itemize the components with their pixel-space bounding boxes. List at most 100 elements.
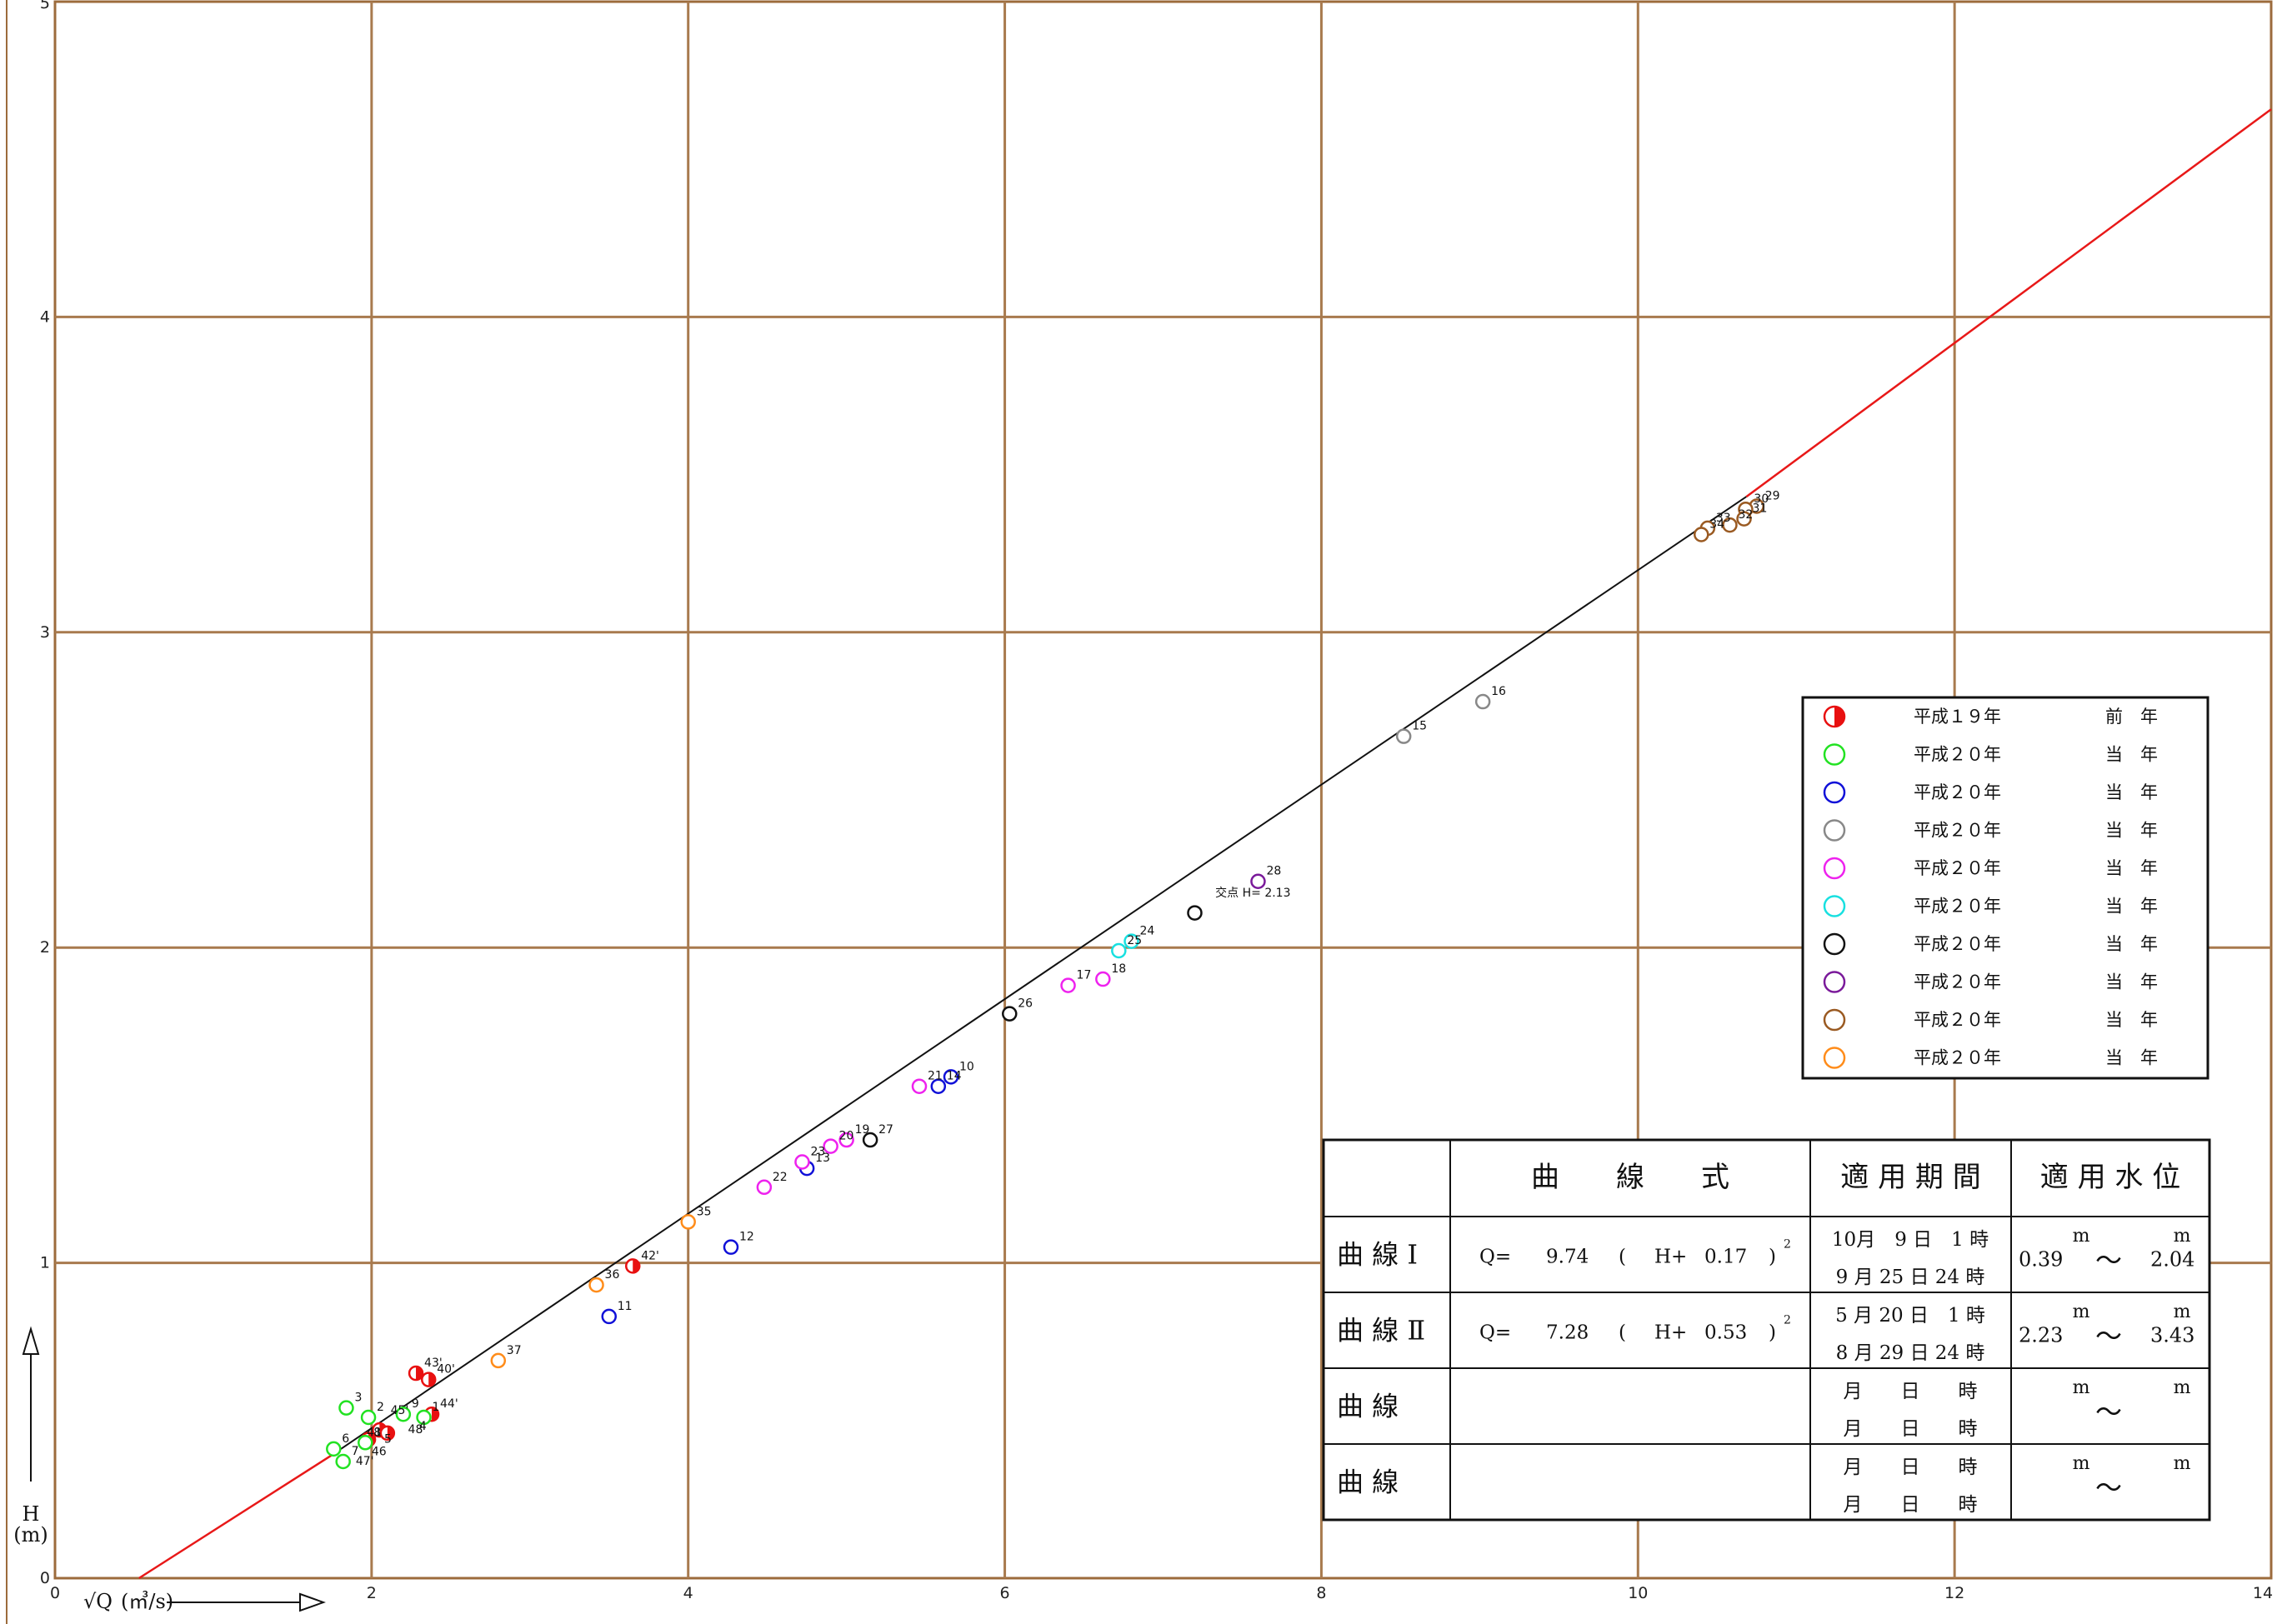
legend-kind: 当 年 bbox=[2105, 934, 2158, 954]
legend-era: 平成２０年 bbox=[1914, 1010, 2001, 1030]
legend-era: 平成２０年 bbox=[1914, 745, 2001, 765]
marker-outline bbox=[588, 1277, 604, 1293]
formula-h: H+ bbox=[1654, 1247, 1687, 1268]
data-point bbox=[1060, 977, 1076, 993]
marker-outline bbox=[1187, 905, 1203, 921]
formula-paren: ) bbox=[1769, 1322, 1776, 1344]
point-label: 42' bbox=[641, 1249, 659, 1262]
x-tick-label: 12 bbox=[1944, 1584, 1964, 1602]
point-label: 11 bbox=[618, 1300, 633, 1313]
marker-outline bbox=[838, 1132, 854, 1148]
legend-kind: 当 年 bbox=[2105, 782, 2158, 802]
legend-marker bbox=[1823, 932, 1846, 956]
legend-marker bbox=[1823, 743, 1846, 766]
point-label: 1 bbox=[433, 1401, 440, 1414]
level-tilde: ～ bbox=[2095, 1245, 2122, 1277]
marker-outline bbox=[395, 1406, 412, 1422]
point-label: 48 bbox=[408, 1423, 423, 1437]
plot-frame bbox=[53, 0, 2273, 1580]
point-label: 36 bbox=[605, 1268, 620, 1282]
level-from: 0.39 bbox=[2019, 1248, 2063, 1272]
data-point bbox=[416, 1409, 432, 1426]
y-axis-label: H bbox=[23, 1502, 40, 1526]
point-label: 19 bbox=[855, 1123, 870, 1137]
y-tick-label: 5 bbox=[40, 0, 50, 12]
legend-era: 平成２０年 bbox=[1914, 782, 2001, 802]
legend: 平成１９年前 年平成２０年当 年平成２０年当 年平成２０年当 年平成２０年当 年… bbox=[1801, 696, 2209, 1080]
period-end: 8 月 29 日 24 時 bbox=[1836, 1342, 1985, 1364]
point-label: 6 bbox=[342, 1432, 349, 1446]
marker-outline bbox=[1111, 942, 1127, 959]
grid bbox=[6, 0, 2273, 1624]
legend-marker bbox=[1823, 705, 1846, 728]
data-point bbox=[930, 1078, 947, 1094]
marker-outline bbox=[930, 1078, 947, 1094]
data-point bbox=[420, 1372, 437, 1387]
point-label: 4 bbox=[419, 1420, 427, 1433]
fitted-curve bbox=[331, 496, 1747, 1457]
period-start: 10月 9 日 1 時 bbox=[1832, 1229, 1989, 1251]
legend-kind: 当 年 bbox=[2105, 745, 2158, 765]
point-label: 27 bbox=[878, 1123, 893, 1137]
legend-marker bbox=[1823, 819, 1846, 842]
legend-era: 平成２０年 bbox=[1914, 1048, 2001, 1068]
data-point bbox=[1395, 728, 1412, 744]
legend-kind: 当 年 bbox=[2105, 1048, 2158, 1068]
formula-b: 0.53 bbox=[1704, 1322, 1747, 1344]
point-label: 23 bbox=[810, 1146, 825, 1159]
x-tick-label: 0 bbox=[50, 1584, 60, 1602]
data-point bbox=[379, 1425, 396, 1442]
level-to: 3.43 bbox=[2150, 1324, 2194, 1347]
y-axis-unit: (m) bbox=[13, 1523, 48, 1547]
x-tick-label: 10 bbox=[1628, 1584, 1648, 1602]
legend-era: 平成１９年 bbox=[1914, 707, 2001, 727]
legend-marker bbox=[1823, 781, 1846, 804]
point-label: 2 bbox=[377, 1401, 384, 1414]
legend-box bbox=[1801, 696, 2209, 1080]
level-unit: m bbox=[2174, 1453, 2191, 1474]
point-label: 14 bbox=[947, 1070, 962, 1083]
data-point bbox=[1002, 1006, 1018, 1022]
marker-half-fill bbox=[416, 1367, 423, 1381]
data-point bbox=[1722, 517, 1738, 533]
data-point bbox=[490, 1352, 507, 1369]
point-label: 15 bbox=[1412, 720, 1427, 733]
marker-outline bbox=[1736, 511, 1752, 527]
marker-half-fill bbox=[1834, 707, 1844, 727]
marker-outline bbox=[1395, 728, 1412, 744]
data-point bbox=[1095, 971, 1111, 987]
point-label: 24 bbox=[1140, 925, 1155, 938]
data-point bbox=[680, 1214, 696, 1230]
point-label: 40' bbox=[437, 1363, 455, 1377]
data-point bbox=[823, 1138, 838, 1154]
marker-outline bbox=[1694, 527, 1709, 542]
period-end: 9 月 25 日 24 時 bbox=[1836, 1267, 1985, 1288]
formula-paren: ( bbox=[1619, 1247, 1626, 1268]
x-tick-label: 6 bbox=[1000, 1584, 1010, 1602]
marker-outline bbox=[358, 1435, 373, 1451]
data-point bbox=[358, 1435, 373, 1451]
marker-outline bbox=[1823, 971, 1846, 993]
data-point bbox=[794, 1154, 810, 1170]
marker-outline bbox=[1060, 977, 1076, 993]
legend-marker bbox=[1823, 971, 1846, 993]
point-label: 25 bbox=[1127, 934, 1142, 947]
data-point bbox=[862, 1132, 878, 1148]
period-start: 月 日 時 bbox=[1844, 1457, 1978, 1478]
formula-b: 0.17 bbox=[1704, 1247, 1747, 1268]
point-label: 8 bbox=[373, 1426, 381, 1439]
legend-marker bbox=[1823, 1047, 1846, 1069]
legend-era: 平成２０年 bbox=[1914, 821, 2001, 841]
point-label: 31 bbox=[1753, 502, 1768, 516]
y-axis-arrow-head bbox=[22, 1326, 40, 1355]
table-header: 適 用 水 位 bbox=[2040, 1161, 2180, 1194]
point-label: 3 bbox=[354, 1392, 362, 1405]
marker-outline bbox=[823, 1138, 838, 1154]
level-unit: m bbox=[2174, 1226, 2191, 1247]
data-point bbox=[1250, 873, 1266, 889]
point-label: 9 bbox=[412, 1397, 419, 1411]
axis-labels: √Q (㎥/s) H(m) bbox=[13, 1326, 326, 1613]
point-label: 17 bbox=[1077, 969, 1092, 982]
marker-outline bbox=[943, 1069, 959, 1085]
